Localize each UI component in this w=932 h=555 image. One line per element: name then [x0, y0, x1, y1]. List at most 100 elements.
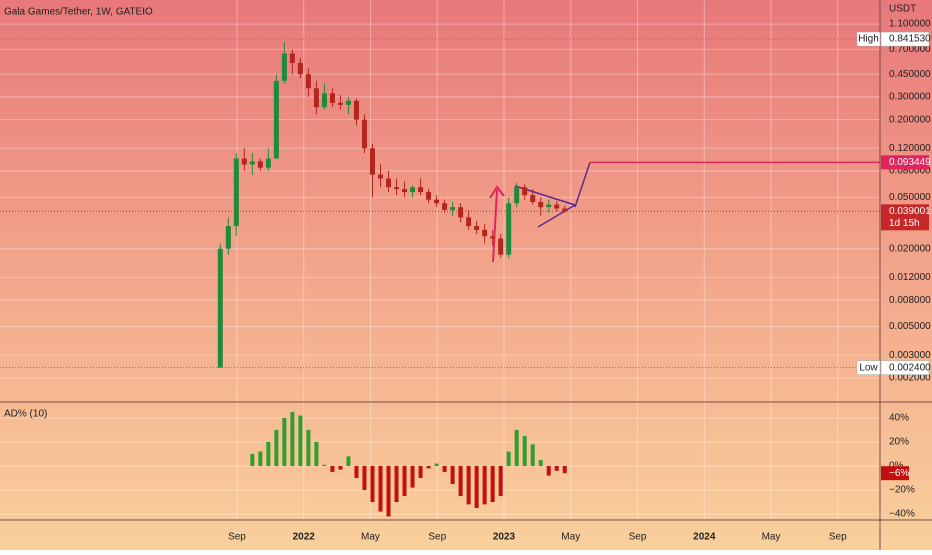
candle-body [337, 102, 343, 105]
low_marker-value-box [880, 360, 930, 375]
histogram-bar [290, 411, 295, 466]
current-price-label: 0.039001 [889, 206, 931, 217]
grid [0, 0, 880, 520]
candle-body [410, 187, 416, 193]
histogram-bar [402, 465, 407, 496]
y-tick-label: 0% [889, 461, 904, 472]
candle-body [466, 217, 472, 227]
x-tick-label: 2023 [493, 532, 516, 543]
candle-body [498, 238, 504, 255]
histogram-bar [378, 465, 383, 512]
candle-body [321, 93, 327, 108]
candle-body [418, 187, 424, 193]
candle-body [546, 204, 552, 208]
candle-body [506, 203, 512, 255]
y-tick-label: −40% [889, 509, 915, 520]
histogram-bar [554, 465, 559, 471]
histogram-bar [306, 429, 311, 466]
high_marker-name-box [856, 31, 881, 47]
x-tick-label: Sep [428, 532, 446, 543]
candle-body [257, 161, 263, 168]
histogram-bar [354, 465, 359, 478]
histogram-bar [418, 465, 423, 478]
histogram-bar [490, 465, 495, 502]
candle-body [450, 207, 456, 210]
y-tick-label: 0.005000 [889, 321, 931, 332]
chart-title: Gala Games/Tether, 1W, GATEIO [4, 7, 153, 18]
candle-body [289, 53, 295, 63]
histogram-bar [522, 435, 527, 466]
histogram-bar [442, 465, 447, 472]
y-tick-label: 0.200000 [889, 114, 931, 125]
last-value-label: −6% [889, 468, 909, 479]
histogram-bar [538, 459, 543, 466]
histogram-bar [258, 451, 263, 466]
high_marker-value-box [880, 31, 930, 47]
candle-body [434, 199, 440, 204]
candle-body [490, 236, 496, 239]
histogram-bar [458, 465, 463, 496]
candle-body [442, 203, 448, 210]
histogram-bar [282, 417, 287, 466]
y-tick-label: 0.003000 [889, 350, 931, 361]
candle-body [538, 202, 544, 208]
histogram-bar [546, 465, 551, 476]
candle-body [458, 207, 464, 218]
x-tick-label: 2022 [293, 532, 316, 543]
candle-body [530, 195, 536, 203]
high_marker-value: 0.841530 [889, 34, 931, 45]
y-tick-label: 0.050000 [889, 192, 931, 203]
candle-body [554, 204, 560, 209]
candle-body [562, 208, 568, 212]
candle-body [313, 88, 319, 108]
y-tick-label: 0.080000 [889, 166, 931, 177]
candle-body [265, 158, 271, 168]
candle-body [353, 100, 359, 120]
y-tick-label: 20% [889, 437, 909, 448]
histogram-bar [362, 465, 367, 490]
y-tick-label: 1.100000 [889, 19, 931, 30]
y-tick-label: 0.012000 [889, 272, 931, 283]
candle-body [394, 187, 400, 190]
y-tick-label: 0.008000 [889, 295, 931, 306]
indicator-title: AD% (10) [4, 409, 47, 420]
candle-body [369, 148, 375, 175]
candle-body [217, 248, 223, 368]
histogram-bar [314, 441, 319, 466]
candle-body [345, 100, 351, 105]
low_marker-name: Low [859, 362, 878, 373]
y-tick-label: 0.020000 [889, 243, 931, 254]
histogram-bar [346, 456, 351, 466]
arrow [492, 189, 498, 263]
y-tick-label: 0.700000 [889, 44, 931, 55]
candle-body [378, 174, 384, 179]
candle-body [474, 226, 480, 230]
histogram-bar [298, 415, 303, 466]
x-tick-label: May [762, 532, 781, 543]
projection-line [574, 162, 591, 208]
candle-body [361, 119, 367, 149]
candle-body [305, 74, 311, 89]
low_marker-name-box [856, 360, 881, 375]
candle-body [225, 226, 231, 249]
candle-body [281, 53, 287, 81]
candle-body [386, 178, 392, 188]
candle-body [482, 229, 488, 237]
x-tick-label: May [361, 532, 380, 543]
x-tick-label: Sep [829, 532, 847, 543]
histogram-bar [498, 465, 503, 496]
histogram-bar [250, 453, 255, 466]
histogram-bar [474, 465, 479, 508]
histogram-bar [562, 465, 567, 474]
y-tick-label: 0.002000 [889, 372, 931, 383]
y-tick-label: 0.450000 [889, 69, 931, 80]
candle-body [233, 158, 239, 227]
histogram-bar [386, 465, 391, 517]
candle-body [514, 187, 520, 204]
arrow-head [489, 185, 505, 199]
y-tick-label: 0.300000 [889, 92, 931, 103]
current-price-box [881, 204, 929, 231]
histogram-bar [338, 465, 343, 470]
